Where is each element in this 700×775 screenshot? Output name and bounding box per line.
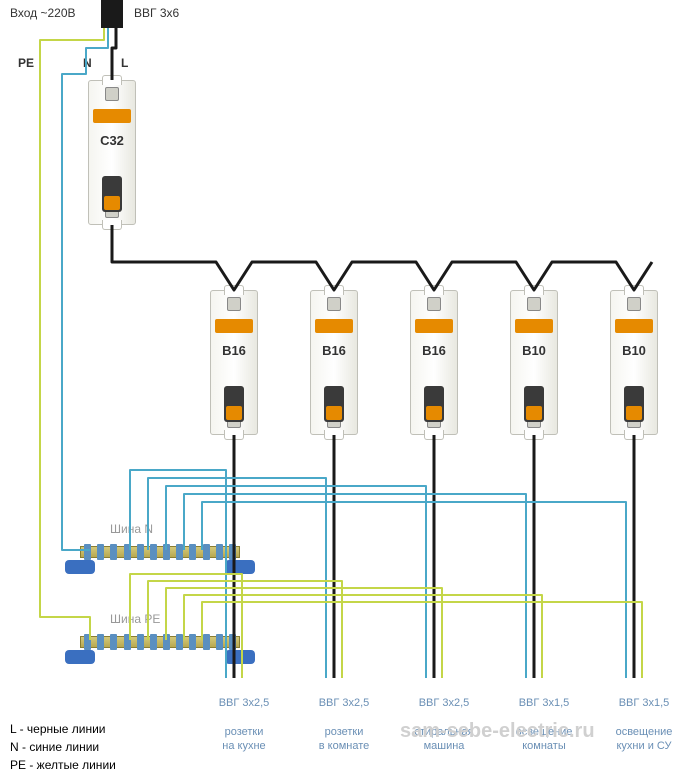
breaker-branch-3: B16 <box>410 290 458 435</box>
label-L: L <box>121 56 128 70</box>
watermark: sam-sebe-electric.ru <box>400 720 595 743</box>
label-PE: PE <box>18 56 34 70</box>
label-bus-N: Шина N <box>110 522 153 536</box>
wiring-diagram: Вход ~220В ВВГ 3x6 N L PE C32 B16 B16 B1… <box>0 0 700 775</box>
breaker-rating: B16 <box>411 343 457 358</box>
out-label-2: ВВГ 3x2,5 розетки в комнате <box>298 682 390 753</box>
out-label-1: ВВГ 3x2,5 розетки на кухне <box>198 682 290 753</box>
out-label-5: ВВГ 3x1,5 освещение кухни и СУ <box>598 682 690 753</box>
label-N: N <box>83 56 92 70</box>
label-input-voltage: Вход ~220В <box>10 6 76 20</box>
legend: L - черные линии N - синие линии PE - же… <box>10 720 116 774</box>
breaker-main: C32 <box>88 80 136 225</box>
legend-N: N - синие линии <box>10 738 116 756</box>
legend-L: L - черные линии <box>10 720 116 738</box>
breaker-rating: B16 <box>311 343 357 358</box>
breaker-branch-2: B16 <box>310 290 358 435</box>
label-bus-PE: Шина PE <box>110 612 160 626</box>
breaker-rating: B16 <box>211 343 257 358</box>
legend-PE: PE - желтые линии <box>10 756 116 774</box>
busbar-N <box>70 540 250 566</box>
breaker-rating: B10 <box>611 343 657 358</box>
breaker-rating: B10 <box>511 343 557 358</box>
busbar-PE <box>70 630 250 656</box>
entry-block <box>101 0 123 28</box>
breaker-main-rating: C32 <box>89 133 135 148</box>
breaker-branch-4: B10 <box>510 290 558 435</box>
label-input-cable: ВВГ 3x6 <box>134 6 179 20</box>
breaker-branch-5: B10 <box>610 290 658 435</box>
breaker-branch-1: B16 <box>210 290 258 435</box>
